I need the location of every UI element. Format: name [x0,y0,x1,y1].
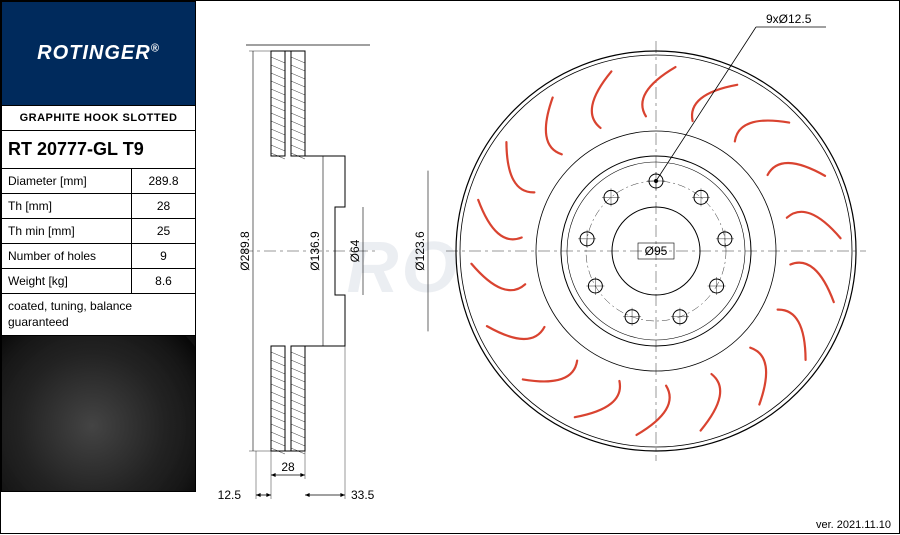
table-row: Diameter [mm]289.8 [2,169,196,194]
svg-text:33.5: 33.5 [351,488,375,502]
version-label: ver. 2021.11.10 [816,519,891,531]
product-subtitle: GRAPHITE HOOK SLOTTED [1,106,196,131]
logo-word: ROTINGER [37,42,151,64]
spec-value: 9 [132,244,196,269]
spec-label: Number of holes [2,244,132,269]
spec-label: Diameter [mm] [2,169,132,194]
table-row: Number of holes9 [2,244,196,269]
logo-registered: ® [151,42,160,54]
spec-label: Weight [kg] [2,269,132,294]
table-row: Weight [kg]8.6 [2,269,196,294]
table-row: Th min [mm]25 [2,219,196,244]
info-panel: ROTINGER® GRAPHITE HOOK SLOTTED RT 20777… [1,1,196,535]
spec-value: 8.6 [132,269,196,294]
svg-text:Ø289.8: Ø289.8 [238,231,252,271]
svg-text:Ø64: Ø64 [348,239,362,262]
svg-text:28: 28 [281,460,295,474]
logo-text: ROTINGER® [37,42,160,65]
spec-label: Th min [mm] [2,219,132,244]
spec-value: 289.8 [132,169,196,194]
svg-text:Ø123.6: Ø123.6 [413,231,427,271]
svg-text:Ø136.9: Ø136.9 [308,231,322,271]
svg-text:12.5: 12.5 [218,488,242,502]
spec-value: 25 [132,219,196,244]
svg-text:9xØ12.5: 9xØ12.5 [766,12,812,26]
drawing-svg: Ø959xØ12.5Ø289.8Ø136.9Ø64Ø123.62812.533.… [196,1,900,535]
spec-value: 28 [132,194,196,219]
rotor-photo [1,336,196,492]
brand-logo: ROTINGER® [1,1,196,106]
spec-table: Diameter [mm]289.8 Th [mm]28 Th min [mm]… [1,169,196,294]
datasheet-container: ROTINGER® GRAPHITE HOOK SLOTTED RT 20777… [0,0,900,534]
part-number: RT 20777-GL T9 [1,131,196,169]
notes: coated, tuning, balance guaranteed [1,294,196,336]
table-row: Th [mm]28 [2,194,196,219]
technical-drawing: ROTINGER Ø959xØ12.5Ø289.8Ø136.9Ø64Ø123.6… [196,1,900,535]
spec-label: Th [mm] [2,194,132,219]
